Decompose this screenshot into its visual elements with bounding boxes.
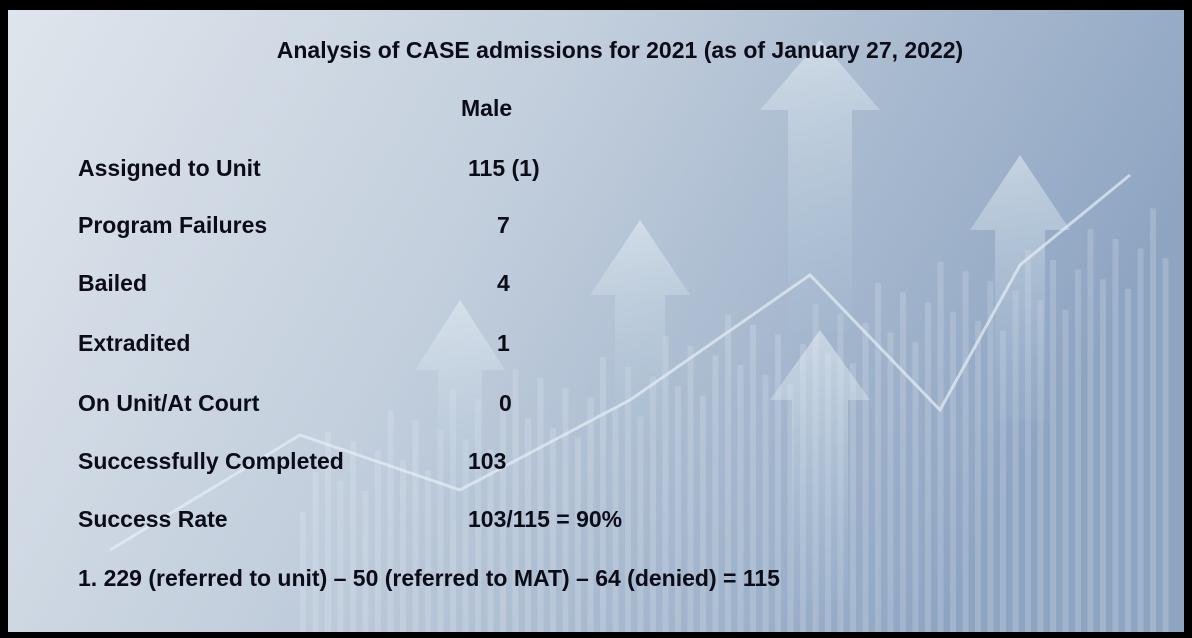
decor-bar [525, 418, 531, 632]
decor-bar [312, 471, 319, 632]
decor-bar [512, 368, 519, 632]
decor-bar [400, 460, 406, 632]
decor-bar [1137, 248, 1144, 632]
decor-bar [1125, 288, 1131, 632]
row-label: Successfully Completed [78, 448, 344, 474]
decor-bar [862, 323, 869, 632]
decor-bar [1050, 260, 1056, 632]
row-label: Bailed [78, 270, 147, 296]
row-value: 0 [499, 390, 512, 416]
decor-bar [1150, 208, 1156, 632]
footnote: 1. 229 (referred to unit) – 50 (referred… [78, 565, 780, 591]
decor-bar [1112, 239, 1119, 632]
decor-bar [650, 376, 656, 632]
decor-bar [562, 387, 569, 632]
decor-bar [750, 324, 756, 632]
decor-bar [950, 311, 956, 632]
decor-bar [412, 420, 419, 632]
title: Analysis of CASE admissions for 2021 (as… [277, 37, 963, 63]
decor-bar [637, 416, 644, 632]
decor-bar [850, 363, 856, 632]
decor-bar [987, 281, 994, 632]
column-header: Male [461, 95, 512, 121]
decor-bar [387, 410, 394, 632]
decor-bar [775, 334, 781, 632]
decor-bar [962, 271, 969, 632]
trend-line [109, 173, 1131, 552]
row-label: Program Failures [78, 212, 267, 238]
row-value: 103/115 = 90% [468, 506, 622, 532]
row-label: Assigned to Unit [78, 155, 261, 181]
decor-bar [337, 481, 344, 632]
decor-bar [362, 491, 369, 632]
decor-bar [1000, 330, 1006, 632]
decor-bar [787, 384, 794, 632]
decor-bar [1075, 269, 1081, 632]
decor-bar [762, 374, 769, 632]
decor-bar [500, 408, 506, 632]
decor-bar [300, 512, 306, 632]
decor-bar [1012, 290, 1019, 632]
decor-bar [625, 366, 631, 632]
decor-bar [1037, 300, 1044, 632]
row-label: On Unit/At Court [78, 390, 260, 416]
decor-bar [487, 449, 494, 632]
decor-bar [575, 437, 581, 632]
row-value: 7 [497, 212, 510, 238]
decor-bar [462, 439, 469, 632]
decor-bar [887, 332, 894, 632]
decor-bar [700, 395, 706, 632]
decor-bar [937, 261, 944, 632]
row-label: Extradited [78, 330, 190, 356]
decor-bar [912, 342, 919, 632]
decor-bar [712, 355, 719, 632]
decor-bar [975, 321, 981, 632]
row-label: Success Rate [78, 506, 228, 532]
decor-bar [375, 450, 381, 632]
decor-bar [662, 336, 669, 632]
decor-bar [350, 441, 356, 632]
decor-bar [537, 378, 544, 632]
decor-bar [612, 407, 619, 632]
decor-bar [437, 429, 444, 632]
decor-bar [725, 315, 731, 632]
row-value: 4 [497, 270, 510, 296]
decor-bar [1025, 250, 1031, 632]
decor-bar [1100, 279, 1106, 632]
decor-bar [1162, 258, 1169, 632]
decor-bar [1087, 229, 1094, 632]
decor-bar [875, 282, 881, 632]
row-value: 103 [468, 448, 506, 474]
decor-bar [425, 470, 431, 632]
decor-bar [675, 386, 681, 632]
row-value: 115 (1) [468, 155, 540, 181]
decor-bar [1062, 309, 1069, 632]
decor-bar [550, 428, 556, 632]
row-value: 1 [497, 330, 510, 356]
arrows [415, 40, 1070, 600]
decor-bar [600, 357, 606, 632]
decor-bar [900, 292, 906, 632]
decor-bar [687, 345, 694, 632]
decor-bar [325, 431, 331, 632]
decor-bar [737, 365, 744, 632]
decor-bar [587, 397, 594, 632]
decor-bar [925, 302, 931, 632]
